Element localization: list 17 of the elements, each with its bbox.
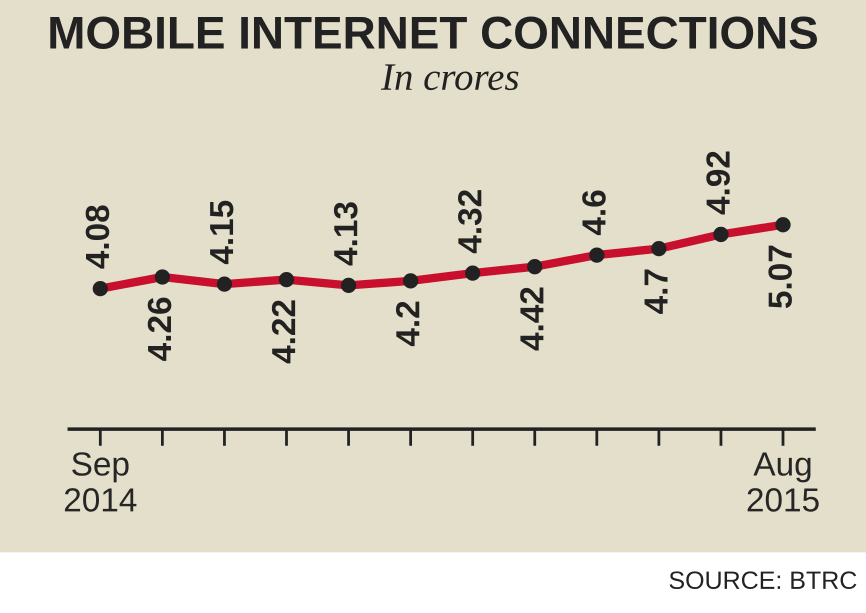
data-label: 4.6 xyxy=(582,190,606,236)
x-tick-label: Sep 2014 xyxy=(64,452,136,512)
data-label: 4.42 xyxy=(520,287,544,350)
source-note: SOURCE: BTRC xyxy=(670,571,856,590)
data-label: 4.2 xyxy=(396,302,420,346)
data-label: 4.22 xyxy=(272,300,296,364)
chart-title: MOBILE INTERNET CONNECTIONS xyxy=(50,16,817,49)
data-label: 4.32 xyxy=(458,190,482,254)
data-label: 4.15 xyxy=(210,200,234,264)
data-label: 4.92 xyxy=(706,151,730,214)
data-label: 4.08 xyxy=(86,205,110,269)
chart-subtitle: In crores xyxy=(380,64,518,90)
data-label: 4.26 xyxy=(148,298,172,361)
x-tick-label: Aug 2015 xyxy=(748,452,819,512)
data-label: 4.13 xyxy=(334,202,358,266)
data-label: 5.07 xyxy=(768,246,792,308)
data-label: 4.7 xyxy=(644,270,668,314)
